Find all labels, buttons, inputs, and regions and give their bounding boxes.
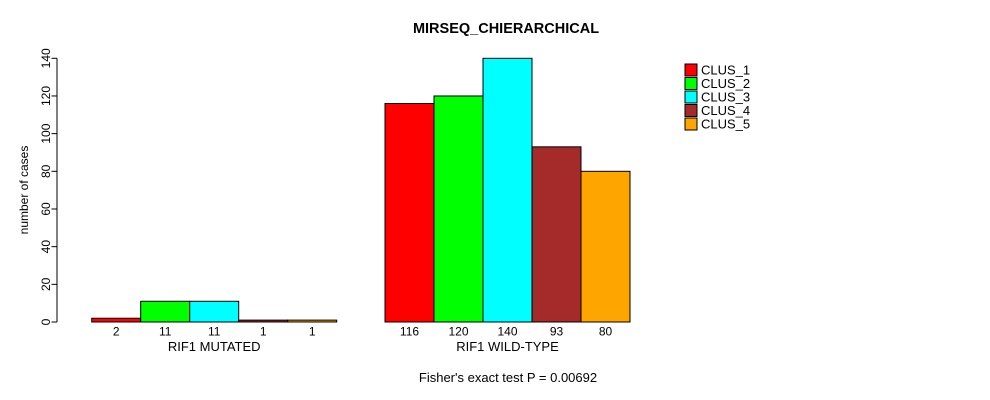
- y-axis: 0 20 40 60 80 100 120 140: [39, 48, 58, 325]
- bar-value-label: 116: [400, 325, 419, 339]
- bar-value-label: 140: [497, 325, 517, 339]
- bar-clus_5: [580, 170, 631, 323]
- y-tick-label: 140: [39, 48, 53, 68]
- y-tick-label: 100: [39, 123, 53, 143]
- legend-swatch-clus_1: [684, 63, 698, 77]
- bar-clus_3: [189, 300, 240, 323]
- legend-label: CLUS_5: [701, 117, 750, 132]
- legend-swatch-clus_4: [684, 104, 698, 117]
- bar-value-label: 2: [113, 325, 120, 339]
- y-axis-title: number of cases: [17, 146, 31, 235]
- bar-clus_3: [482, 57, 533, 323]
- y-tick-label: 40: [39, 240, 53, 254]
- bar-clus_1: [384, 103, 435, 323]
- bar-value-label: 80: [599, 325, 613, 339]
- y-tick-label: 0: [39, 318, 53, 325]
- bar-value-label: 11: [159, 325, 172, 339]
- bar-clus_5: [287, 319, 338, 323]
- bar-value-label: 1: [309, 325, 316, 339]
- legend-label: CLUS_1: [701, 63, 750, 78]
- legend-label: CLUS_2: [701, 76, 750, 91]
- bar-clus_2: [433, 95, 484, 323]
- bar-value-label: 120: [448, 325, 468, 339]
- y-tick-label: 20: [39, 277, 53, 291]
- legend-label: CLUS_4: [701, 103, 750, 118]
- bar-clus_4: [238, 319, 289, 323]
- bar-value-label: 1: [260, 325, 267, 339]
- group-label: RIF1 WILD-TYPE: [456, 339, 559, 354]
- bar-value-label: 11: [208, 325, 221, 339]
- chart-title: MIRSEQ_CHIERARCHICAL: [413, 21, 599, 37]
- bar-value-label: 93: [550, 325, 564, 339]
- legend-swatch-clus_5: [684, 117, 698, 131]
- bar-clus_2: [140, 300, 191, 323]
- y-tick-label: 120: [39, 86, 53, 106]
- legend-label: CLUS_3: [701, 90, 750, 105]
- group-label: RIF1 MUTATED: [168, 339, 261, 354]
- legend-swatch-clus_3: [684, 90, 698, 104]
- annotation-text: Fisher's exact test P = 0.00692: [419, 370, 597, 385]
- y-tick-label: 60: [39, 202, 53, 216]
- legend-swatch-clus_2: [684, 77, 698, 90]
- y-tick-label: 80: [39, 164, 53, 178]
- bar-clus_4: [531, 146, 582, 323]
- bar-clus_1: [91, 317, 142, 323]
